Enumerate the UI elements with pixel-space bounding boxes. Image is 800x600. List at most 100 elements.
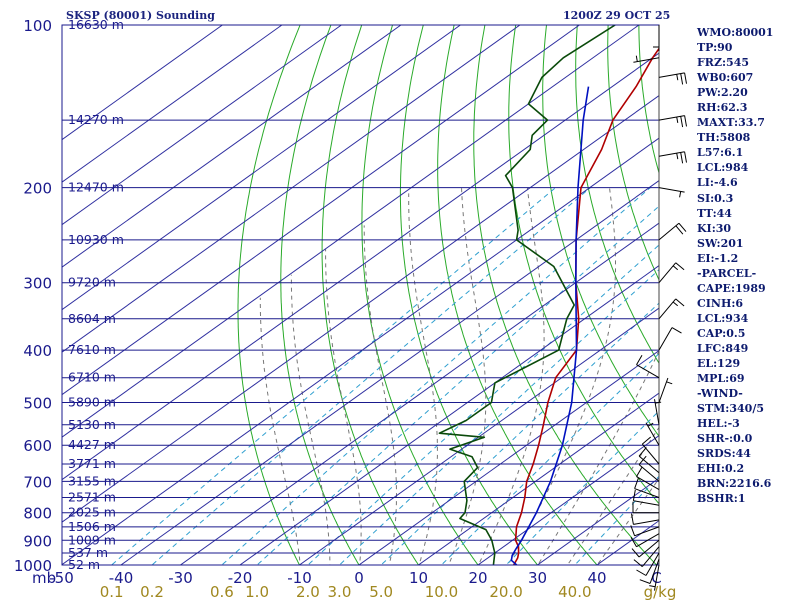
isotherm: [298, 307, 659, 565]
temperature-tick-label: -10: [287, 569, 312, 587]
mixing-ratio-label: 0.1: [100, 583, 124, 600]
index-item: HEL:-3: [697, 417, 740, 431]
isotherm: [62, 25, 402, 268]
isotherm: [62, 25, 283, 183]
temperature-tick-label: -20: [228, 569, 253, 587]
dry-adiabat: [575, 25, 659, 365]
height-label: 2571 m: [68, 490, 116, 505]
temperature-tick-label: 20: [468, 569, 487, 587]
pressure-tick-label: 200: [23, 180, 52, 198]
x-unit-label: mb: [32, 569, 56, 587]
mixing-ratio-label: 2.0: [296, 583, 320, 600]
dry-adiabat: [793, 25, 800, 576]
mixing-ratio-label: 1.0: [245, 583, 269, 600]
index-item: TH:5808: [697, 131, 751, 145]
wind-barb: [636, 354, 660, 379]
mixing-ratio-unit-label: g/kg: [644, 583, 677, 600]
mixing-ratio-label: 40.0: [558, 583, 591, 600]
wind-barb: [658, 222, 687, 241]
height-label: 16630 m: [68, 17, 124, 32]
height-label: 4427 m: [68, 437, 116, 452]
isotherm: [477, 435, 659, 565]
wind-barb: [641, 436, 660, 465]
index-item: WMO:80001: [697, 26, 774, 39]
dewpoint-line: [438, 25, 616, 565]
moist-adiabat: [290, 274, 331, 565]
index-item: SW:201: [697, 236, 744, 250]
pressure-tick-label: 500: [23, 394, 52, 412]
isotherm: [62, 25, 521, 353]
height-label: 3771 m: [68, 456, 116, 471]
wind-barb: [654, 399, 662, 425]
index-item: KI:30: [697, 221, 732, 235]
moist-adiabat: [566, 426, 659, 565]
wind-barb: [645, 422, 660, 446]
temperature-tick-label: 10: [409, 569, 428, 587]
isobars: [62, 25, 659, 565]
index-item: LI:-4.6: [697, 176, 738, 190]
index-item: LCL:934: [697, 311, 749, 325]
isotherm: [62, 25, 640, 438]
wind-barb: [658, 298, 685, 320]
mixing-ratio-line: [505, 410, 659, 565]
wind-barb: [638, 447, 660, 474]
wind-barb: [649, 564, 660, 591]
height-label: 1009 m: [68, 532, 116, 547]
dry-adiabat: [607, 25, 659, 281]
temperature-tick-label: -30: [168, 569, 193, 587]
wind-barb: [636, 466, 660, 491]
wind-barb: [658, 262, 685, 284]
height-label: 1506 m: [68, 519, 116, 534]
index-item: BRN:2216.6: [697, 477, 772, 491]
wind-barb: [631, 513, 660, 525]
height-label: 5890 m: [68, 394, 116, 409]
isotherm: [62, 52, 659, 481]
mixing-ratio-label: 20.0: [489, 583, 522, 600]
wind-barb: [632, 489, 660, 506]
isotherm: [62, 25, 223, 141]
mixing-ratio-label: 0.6: [210, 583, 234, 600]
wind-barbs: [630, 25, 687, 591]
mixing-ratio-line: [440, 352, 659, 565]
height-label: 12470 m: [68, 180, 124, 195]
pressure-tick-label: 700: [23, 473, 52, 491]
mixing-ratio-label: 0.2: [140, 583, 164, 600]
height-label: 2025 m: [68, 505, 116, 520]
index-item: EHI:0.2: [697, 462, 745, 476]
dry-adiabat: [508, 25, 659, 505]
valid-time: 1200Z 29 OCT 25: [563, 9, 671, 22]
height-label: 14270 m: [68, 112, 124, 127]
mixing-ratio-line: [221, 187, 651, 565]
isotherm: [62, 25, 342, 226]
mixing-ratio-label: 5.0: [369, 583, 393, 600]
index-item: L57:6.1: [697, 146, 744, 160]
index-item: LCL:984: [697, 161, 749, 175]
pressure-tick-label: 900: [23, 532, 52, 550]
height-label: 537 m: [68, 545, 108, 560]
plot-area: [62, 25, 659, 565]
wind-barb: [631, 539, 660, 558]
isotherm: [62, 25, 461, 311]
wind-barb: [630, 525, 660, 537]
index-item: RH:62.3: [697, 101, 748, 115]
temperature-tick-label: 30: [528, 569, 547, 587]
index-item: MPL:69: [697, 372, 745, 386]
wind-barb: [636, 552, 660, 576]
moist-adiabat: [596, 477, 659, 565]
wind-barb: [630, 533, 660, 548]
temperature-tick-label: 0: [354, 569, 364, 587]
mixing-ratio-line: [574, 475, 659, 565]
wind-barb: [658, 377, 673, 403]
index-item: CINH:6: [697, 296, 744, 310]
pressure-tick-label: 800: [23, 505, 52, 523]
index-item: PW:2.20: [697, 86, 748, 100]
dry-adiabat: [542, 25, 659, 438]
height-label: 9720 m: [68, 275, 116, 290]
isotherm: [62, 25, 580, 396]
isotherm: [62, 95, 659, 523]
index-item: FRZ:545: [697, 56, 750, 70]
station-title: SKSP (80001) Sounding: [66, 9, 215, 22]
index-item: SHR-:0.0: [697, 432, 753, 446]
height-label: 6710 m: [68, 370, 116, 385]
mixing-ratio-label: 3.0: [328, 583, 352, 600]
